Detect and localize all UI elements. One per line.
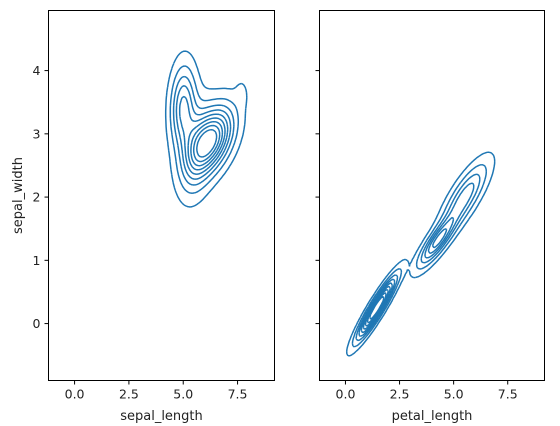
- kde-panel-sepal: 0.0 2.5 5.0 7.5 0 1 2 3 4 sepal_length sepal_wi…: [11, 10, 275, 424]
- contour-group: [345, 151, 496, 357]
- contour-level-3: [172, 75, 235, 186]
- kde-panel-petal: 0.0 2.5 5.0 7.5 petal_length: [315, 10, 545, 424]
- contour-level-7: [190, 120, 224, 167]
- x-tick-label: 0.0: [65, 387, 85, 402]
- contour-level-5: [178, 95, 229, 175]
- y-tick-label: 1: [33, 253, 41, 268]
- contour-level-4: [175, 85, 232, 180]
- contour-level-9: [196, 128, 218, 158]
- contour-level-4: [358, 182, 475, 337]
- contour-group: [164, 50, 248, 208]
- plot-area-frame: [319, 10, 545, 381]
- contour-level-1: [345, 151, 496, 357]
- y-tick-label: 2: [33, 190, 41, 205]
- x-tick-label: 0.0: [336, 387, 356, 402]
- contour-level-1: [164, 50, 248, 208]
- contour-level-2: [169, 65, 240, 194]
- contour-level-6: [187, 117, 226, 171]
- contour-level-3: [355, 173, 481, 342]
- y-axis-label: sepal_width: [11, 157, 26, 234]
- x-tick-label: 2.5: [390, 387, 410, 402]
- plot-area-frame: [48, 10, 275, 381]
- y-tick-label: 4: [33, 63, 41, 78]
- contour-level-9: [369, 295, 385, 320]
- x-tick-label: 2.5: [119, 387, 139, 402]
- x-axis-label: sepal_length: [120, 409, 203, 424]
- y-axis-ticks: [315, 70, 320, 325]
- y-axis-ticks: 0 1 2 3 4: [33, 63, 49, 331]
- contour-level-8: [192, 124, 221, 163]
- y-tick-label: 3: [33, 126, 41, 141]
- y-tick-label: 0: [33, 316, 41, 331]
- x-axis-ticks: 0.0 2.5 5.0 7.5: [65, 380, 248, 402]
- contour-level-2: [351, 163, 488, 348]
- x-axis-label: petal_length: [392, 409, 473, 424]
- x-tick-label: 5.0: [173, 387, 193, 402]
- x-tick-label: 7.5: [498, 387, 518, 402]
- x-tick-label: 7.5: [228, 387, 248, 402]
- x-tick-label: 5.0: [444, 387, 464, 402]
- x-axis-ticks: 0.0 2.5 5.0 7.5: [336, 380, 518, 402]
